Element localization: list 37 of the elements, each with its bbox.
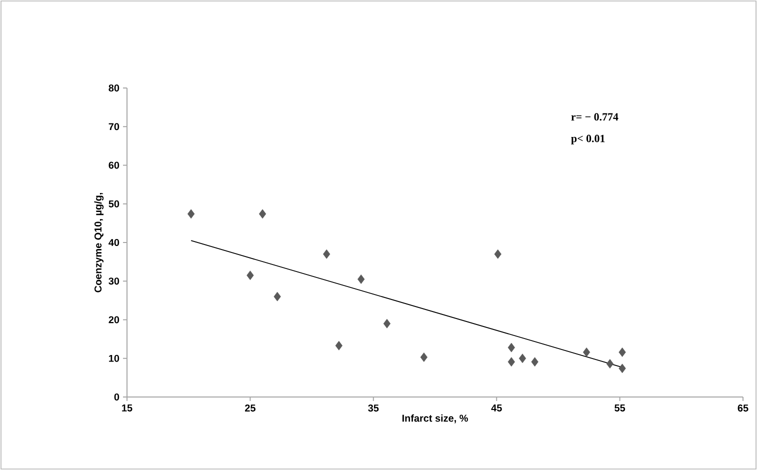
x-tick-label: 15 <box>122 404 132 412</box>
point <box>358 274 365 284</box>
point <box>518 354 526 364</box>
point <box>383 318 391 328</box>
x-tick-label: 65 <box>738 404 748 412</box>
y-tick-label: 0 <box>114 393 120 401</box>
point <box>246 270 254 280</box>
x-tick-label: 35 <box>368 404 379 412</box>
point <box>420 352 428 362</box>
y-tick-label: 60 <box>108 162 120 169</box>
y-tick-label: 50 <box>108 200 120 208</box>
point <box>531 357 538 367</box>
x-tick-label: 25 <box>245 404 256 412</box>
point <box>508 357 515 367</box>
x-axis-title: Infarct size, % <box>402 414 468 424</box>
y-tick-label: 20 <box>108 316 120 324</box>
point <box>618 364 626 374</box>
y-axis-title: Coenzyme Q10, µg/g, <box>94 192 104 292</box>
annotation: r= − 0.774 <box>571 113 618 121</box>
x-tick-label: 55 <box>614 404 626 412</box>
annotation: p< 0.01 <box>571 134 605 144</box>
point <box>258 209 266 219</box>
point <box>494 249 502 259</box>
point <box>323 249 330 259</box>
y-tick-label: 40 <box>108 238 120 246</box>
point <box>582 347 590 357</box>
y-tick-label: 30 <box>108 278 120 285</box>
y-tick-label: 80 <box>108 84 120 92</box>
point <box>335 340 342 350</box>
y-tick-label: 70 <box>108 123 120 130</box>
point <box>606 359 614 368</box>
y-tick-label: 10 <box>109 354 120 362</box>
point <box>508 342 515 352</box>
x-tick-label: 45 <box>491 404 502 412</box>
point <box>274 292 281 302</box>
point <box>187 209 195 219</box>
point <box>618 347 626 357</box>
